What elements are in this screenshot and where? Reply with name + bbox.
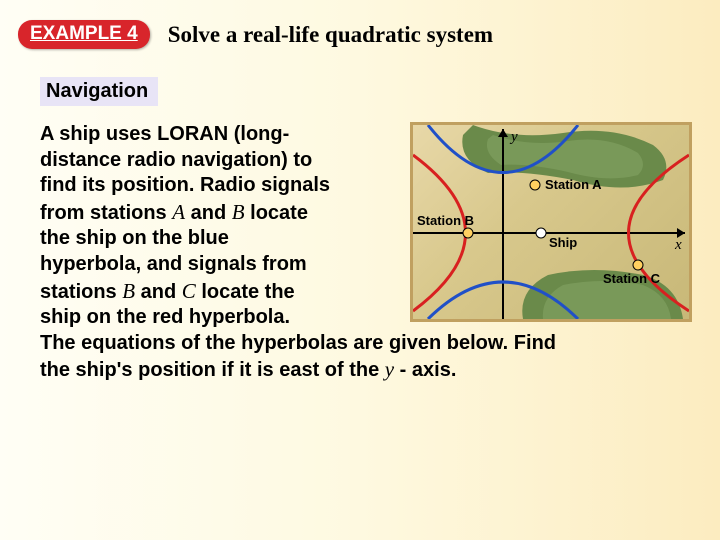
line: distance radio navigation) to <box>40 149 312 171</box>
station-a-label: Station A <box>545 177 602 192</box>
line: and <box>135 281 182 303</box>
station-c-label: Station C <box>603 271 661 286</box>
ship-dot <box>536 228 546 238</box>
line: the ship on the blue <box>40 227 229 249</box>
var-B: B <box>232 200 245 224</box>
example-badge: EXAMPLE 4 <box>18 20 150 49</box>
loran-figure: y x Station A Station B Ship Station C <box>410 122 692 322</box>
section-label: Navigation <box>40 77 158 106</box>
var-A: A <box>172 200 185 224</box>
y-label: y <box>509 129 518 145</box>
example-badge-text: EXAMPLE 4 <box>30 23 138 44</box>
var-C: C <box>182 279 196 303</box>
line: find its position. Radio signals <box>40 174 330 196</box>
line: - axis. <box>394 359 456 381</box>
line: hyperbola, and signals from <box>40 253 307 275</box>
station-a-dot <box>530 180 540 190</box>
page-title: Solve a real-life quadratic system <box>168 22 493 48</box>
line: and <box>185 202 232 224</box>
ship-label: Ship <box>549 235 577 250</box>
line: the ship's position if it is east of the <box>40 359 385 381</box>
line: locate <box>245 202 308 224</box>
line: stations <box>40 281 122 303</box>
line: ship on the red hyperbola. <box>40 306 290 328</box>
station-b-label: Station B <box>417 213 474 228</box>
var-B: B <box>122 279 135 303</box>
content-area: A ship uses LORAN (long- distance radio … <box>40 122 692 384</box>
var-y: y <box>385 357 394 381</box>
line: locate the <box>196 281 295 303</box>
line: A ship uses LORAN (long- <box>40 123 289 145</box>
line: The equations of the hyperbolas are give… <box>40 332 556 354</box>
x-label: x <box>674 237 682 253</box>
station-c-dot <box>633 260 643 270</box>
station-b-dot <box>463 228 473 238</box>
line: from stations <box>40 202 172 224</box>
loran-svg: y x Station A Station B Ship Station C <box>413 125 689 319</box>
